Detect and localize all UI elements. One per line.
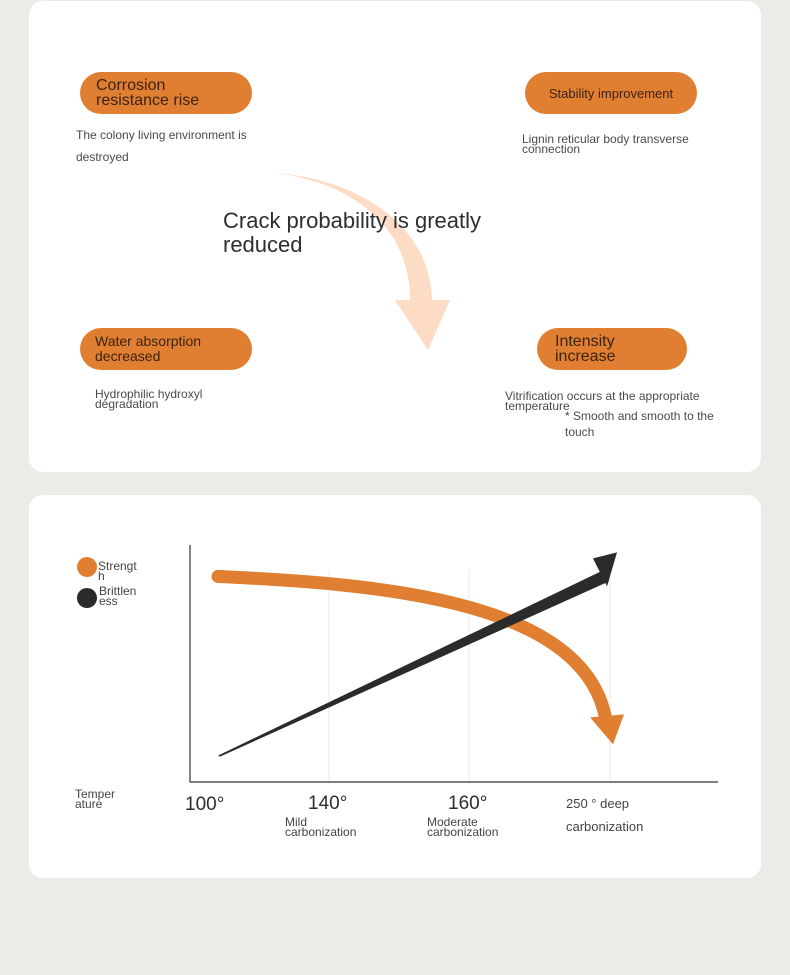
curved-arrow-decoration xyxy=(275,173,450,350)
badge-water-label: Water absorption decreased xyxy=(95,333,202,364)
intensity-note: * Smooth and smooth to the touch xyxy=(565,408,725,440)
series-strength-arrowhead xyxy=(590,714,624,745)
intensity-description-text: Vitrification occurs at the appropriate … xyxy=(505,389,700,413)
x-tick-140: 140° xyxy=(308,793,348,814)
x-tick-100: 100° xyxy=(185,794,225,815)
badge-intensity-label: Intensity increase xyxy=(555,333,616,365)
corrosion-description: The colony living environment is destroy… xyxy=(76,124,256,168)
badge-water: Water absorption decreased xyxy=(80,328,252,370)
series-brittleness-line xyxy=(218,569,609,757)
legend-brittleness-marker xyxy=(77,588,97,608)
chart-card xyxy=(29,495,761,878)
badge-intensity: Intensity increase xyxy=(537,328,687,370)
legend-strength-label: Strength xyxy=(98,559,142,583)
stability-description-text: Lignin reticular body transverse connect… xyxy=(522,132,689,156)
legend-brittleness-label: Brittleness xyxy=(99,584,143,608)
water-description: Hydrophilic hydroxyl degradation xyxy=(95,379,255,411)
x-tick-160-sub: Moderate carbonization xyxy=(427,815,499,839)
x-tick-160: 160° xyxy=(448,793,488,814)
legend-strength-marker xyxy=(77,557,97,577)
legend-strength-text: Strength xyxy=(98,559,137,583)
badge-corrosion: Corrosion resistance rise xyxy=(80,72,252,114)
x-axis-label-text: Temperature xyxy=(75,787,116,811)
center-claim: Crack probability is greatly reduced xyxy=(223,208,481,257)
x-tick-140-sub: Mild carbonization xyxy=(285,815,357,839)
water-description-text: Hydrophilic hydroxyl degradation xyxy=(95,387,203,411)
stability-description: Lignin reticular body transverse connect… xyxy=(522,124,722,156)
corrosion-description-text: The colony living environment is destroy… xyxy=(76,128,247,164)
series-strength-curve xyxy=(211,569,612,722)
badge-stability: Stability improvement xyxy=(525,72,697,114)
curved-arrow-icon xyxy=(275,173,450,350)
intensity-description: Vitrification occurs at the appropriate … xyxy=(505,381,725,413)
x-tick-250: 250 ° deep carbonization xyxy=(566,796,644,834)
badge-stability-label: Stability improvement xyxy=(548,85,674,101)
intensity-note-text: * Smooth and smooth to the touch xyxy=(565,409,714,439)
x-axis-label: Temperature xyxy=(75,787,119,811)
series-brittleness-arrowhead xyxy=(593,552,617,587)
badge-corrosion-label: Corrosion resistance rise xyxy=(96,77,200,109)
legend-brittleness-text: Brittleness xyxy=(99,584,137,608)
